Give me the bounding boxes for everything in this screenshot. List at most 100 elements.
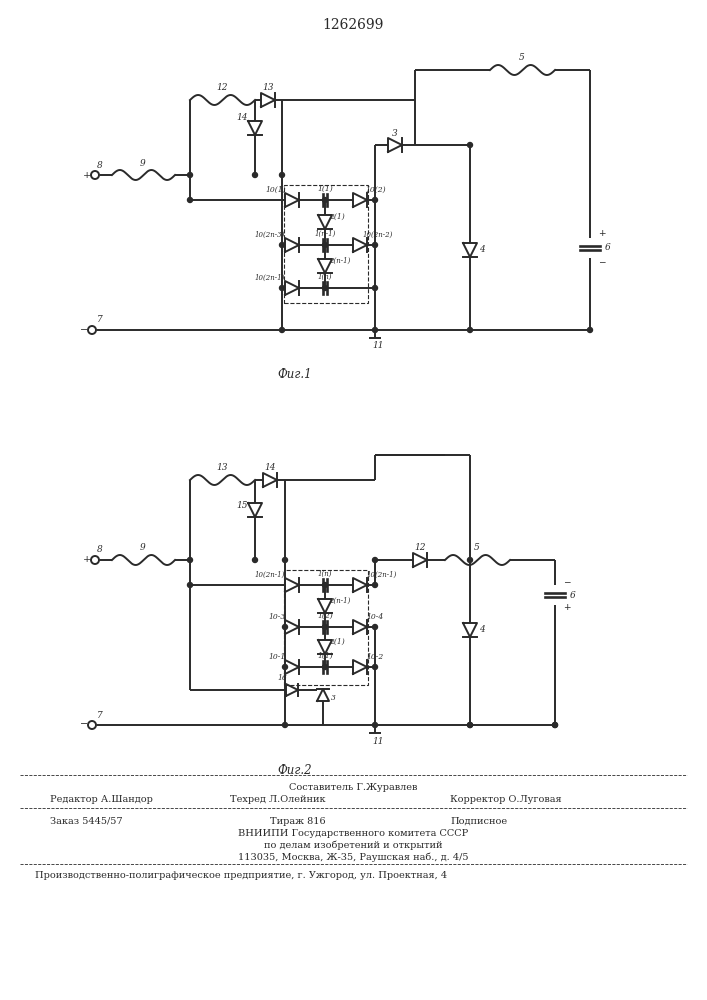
Text: 16: 16	[277, 674, 287, 682]
Text: 7: 7	[97, 316, 103, 324]
Circle shape	[322, 664, 327, 670]
Text: 1(1): 1(1)	[317, 185, 333, 193]
Text: 10-3: 10-3	[269, 613, 286, 621]
Circle shape	[283, 722, 288, 728]
Circle shape	[373, 558, 378, 562]
Text: 3: 3	[331, 694, 335, 702]
Text: 4: 4	[479, 626, 485, 635]
Circle shape	[322, 286, 327, 290]
Circle shape	[467, 558, 472, 562]
Circle shape	[552, 722, 558, 728]
Circle shape	[322, 198, 327, 202]
Text: 2(1): 2(1)	[329, 638, 345, 646]
Circle shape	[373, 624, 378, 630]
Circle shape	[552, 722, 558, 728]
Text: 14: 14	[236, 113, 247, 122]
Bar	[284, 185, 368, 303]
Text: 14: 14	[264, 464, 276, 473]
Text: 12: 12	[216, 84, 228, 93]
Circle shape	[283, 664, 288, 670]
Circle shape	[322, 582, 327, 587]
Circle shape	[322, 242, 327, 247]
Circle shape	[187, 198, 192, 202]
Text: 3: 3	[392, 128, 398, 137]
Circle shape	[279, 242, 284, 247]
Text: 10(2n-1): 10(2n-1)	[255, 571, 285, 579]
Circle shape	[187, 582, 192, 587]
Circle shape	[467, 142, 472, 147]
Text: −: −	[598, 257, 605, 266]
Circle shape	[187, 558, 192, 562]
Text: Техред Л.Олейник: Техред Л.Олейник	[230, 796, 326, 804]
Text: Производственно-полиграфическое предприятие, г. Ужгород, ул. Проектная, 4: Производственно-полиграфическое предприя…	[35, 871, 447, 880]
Text: 4: 4	[479, 245, 485, 254]
Text: 6: 6	[570, 590, 576, 599]
Circle shape	[373, 328, 378, 332]
Text: Корректор О.Луговая: Корректор О.Луговая	[450, 796, 561, 804]
Text: 2(1): 2(1)	[329, 213, 345, 221]
Text: −: −	[80, 720, 88, 730]
Circle shape	[373, 582, 378, 587]
Text: 8: 8	[97, 546, 103, 554]
Text: 9: 9	[140, 544, 146, 552]
Text: 10(2n-2): 10(2n-2)	[363, 231, 393, 239]
Circle shape	[283, 624, 288, 630]
Text: 10(1): 10(1)	[266, 186, 286, 194]
Circle shape	[373, 198, 378, 202]
Circle shape	[279, 172, 284, 178]
Text: 8: 8	[97, 160, 103, 169]
Circle shape	[373, 242, 378, 247]
Circle shape	[187, 172, 192, 178]
Circle shape	[88, 721, 96, 729]
Text: −: −	[80, 326, 88, 334]
Text: +: +	[83, 170, 91, 180]
Text: Составитель Г.Журавлев: Составитель Г.Журавлев	[289, 782, 417, 792]
Text: 9: 9	[140, 158, 146, 167]
Circle shape	[283, 558, 288, 562]
Text: 1(n): 1(n)	[317, 570, 332, 578]
Text: 10-4: 10-4	[366, 613, 384, 621]
Circle shape	[373, 722, 378, 728]
Text: 5: 5	[519, 53, 525, 62]
Text: 10(2n-1): 10(2n-1)	[255, 274, 285, 282]
Text: 10(2): 10(2)	[366, 186, 386, 194]
Text: 10(2n-1): 10(2n-1)	[367, 571, 397, 579]
Circle shape	[88, 326, 96, 334]
Circle shape	[279, 328, 284, 332]
Text: 1262699: 1262699	[322, 18, 384, 32]
Text: 1(n-1): 1(n-1)	[315, 230, 336, 238]
Text: 1(n): 1(n)	[317, 273, 332, 281]
Text: 5: 5	[474, 544, 480, 552]
Text: Подписное: Подписное	[450, 816, 507, 826]
Text: +: +	[598, 230, 605, 238]
Text: 7: 7	[97, 710, 103, 720]
Text: 13: 13	[262, 84, 274, 93]
Text: 2(n-1): 2(n-1)	[329, 597, 351, 605]
Circle shape	[467, 328, 472, 332]
Text: Фиг.1: Фиг.1	[278, 368, 312, 381]
Text: +: +	[83, 556, 91, 564]
Text: 6: 6	[605, 243, 611, 252]
Text: 15: 15	[236, 500, 247, 510]
Circle shape	[279, 286, 284, 290]
Text: 11: 11	[373, 736, 384, 746]
Text: +: +	[563, 603, 571, 612]
Text: Редактор А.Шандор: Редактор А.Шандор	[50, 796, 153, 804]
Circle shape	[91, 171, 99, 179]
Text: 13: 13	[216, 464, 228, 473]
Circle shape	[467, 722, 472, 728]
Circle shape	[252, 172, 257, 178]
Text: 1(1): 1(1)	[317, 652, 333, 660]
Circle shape	[252, 558, 257, 562]
Circle shape	[91, 556, 99, 564]
Text: 113035, Москва, Ж-35, Раушская наб., д. 4/5: 113035, Москва, Ж-35, Раушская наб., д. …	[238, 852, 468, 862]
Text: Фиг.2: Фиг.2	[278, 764, 312, 776]
Text: Заказ 5445/57: Заказ 5445/57	[50, 816, 122, 826]
Text: 11: 11	[373, 342, 384, 351]
Text: по делам изобретений и открытий: по делам изобретений и открытий	[264, 840, 443, 850]
Circle shape	[373, 664, 378, 670]
Text: 1(2): 1(2)	[317, 612, 333, 620]
Circle shape	[467, 722, 472, 728]
Text: 2(n-1): 2(n-1)	[329, 257, 351, 265]
Circle shape	[588, 328, 592, 332]
